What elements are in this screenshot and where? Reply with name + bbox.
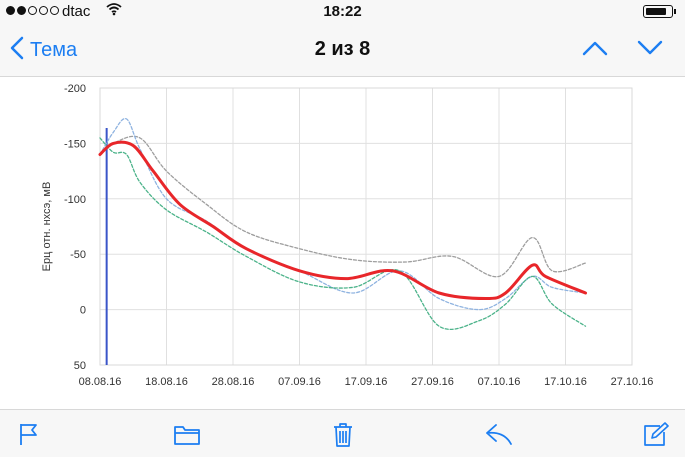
x-tick-label: 28.08.16 <box>212 376 255 388</box>
flag-icon[interactable] <box>18 422 40 451</box>
chevron-up-icon[interactable] <box>582 40 608 61</box>
y-axis-label: Ерц отн. нхсэ, мВ <box>41 182 53 272</box>
plot-frame <box>99 87 633 366</box>
y-tick-label: 50 <box>74 360 86 372</box>
signal-dot <box>50 6 59 15</box>
back-button[interactable]: Тема <box>10 36 77 65</box>
signal-dot <box>39 6 48 15</box>
y-tick-label: 0 <box>80 305 86 317</box>
status-bar: dtac 18:22 <box>0 0 685 22</box>
reply-icon[interactable] <box>484 422 514 451</box>
series-line-gray <box>99 135 587 278</box>
potential-chart: -200 -150 -100 -50 0 50 08.08.16 18.08.16 28.08.… <box>41 83 653 388</box>
wifi-icon <box>106 2 122 21</box>
chart-labels: -200 -150 -100 -50 0 50 08.08.16 18.08.16 28.08.… <box>41 83 653 388</box>
folder-icon[interactable] <box>173 422 201 451</box>
battery-cap <box>674 9 676 14</box>
signal-dot <box>28 6 37 15</box>
compose-icon[interactable] <box>642 422 670 453</box>
trash-icon[interactable] <box>332 422 354 453</box>
x-tick-label: 27.09.16 <box>411 376 454 388</box>
y-tick-label: -150 <box>64 138 86 150</box>
x-tick-label: 07.09.16 <box>278 376 321 388</box>
series-line-green <box>99 137 587 331</box>
navigation-bar: Тема 2 из 8 <box>0 22 685 77</box>
message-body: -200 -150 -100 -50 0 50 08.08.16 18.08.16 28.08.… <box>0 77 685 409</box>
signal-strength-icon <box>6 6 59 15</box>
x-tick-label: 07.10.16 <box>478 376 521 388</box>
signal-dot <box>6 6 15 15</box>
y-tick-label: -50 <box>70 249 86 261</box>
series-line-avg <box>98 140 587 300</box>
chevron-left-icon <box>10 36 24 65</box>
x-tick-label: 17.09.16 <box>345 376 388 388</box>
y-tick-label: -200 <box>64 83 86 95</box>
back-button-label: Тема <box>30 39 78 61</box>
chevron-down-icon[interactable] <box>637 40 663 61</box>
x-tick-label: 17.10.16 <box>544 376 587 388</box>
series-line-blue <box>99 117 587 311</box>
carrier-name: dtac <box>62 3 91 20</box>
x-tick-label: 27.10.16 <box>611 376 654 388</box>
battery-icon <box>643 5 673 18</box>
signal-dot <box>17 6 26 15</box>
bottom-toolbar <box>0 409 685 457</box>
status-time: 18:22 <box>323 3 362 20</box>
x-tick-label: 18.08.16 <box>145 376 188 388</box>
chart-grid <box>99 87 633 366</box>
y-tick-label: -100 <box>64 194 86 206</box>
chart-series <box>98 117 587 331</box>
x-tick-label: 08.08.16 <box>79 376 122 388</box>
chart-axes <box>99 87 633 366</box>
